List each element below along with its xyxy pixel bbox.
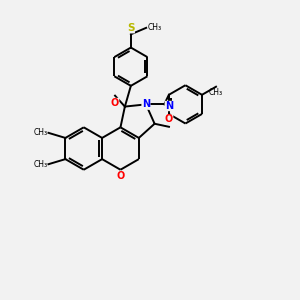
- Text: N: N: [142, 99, 150, 110]
- Text: CH₃: CH₃: [34, 160, 48, 169]
- Text: CH₃: CH₃: [209, 88, 223, 97]
- Text: O: O: [111, 98, 119, 108]
- Text: N: N: [165, 101, 173, 111]
- Text: CH₃: CH₃: [147, 23, 161, 32]
- Text: CH₃: CH₃: [34, 128, 48, 137]
- Text: O: O: [165, 114, 173, 124]
- Text: S: S: [127, 23, 135, 33]
- Text: O: O: [116, 171, 124, 181]
